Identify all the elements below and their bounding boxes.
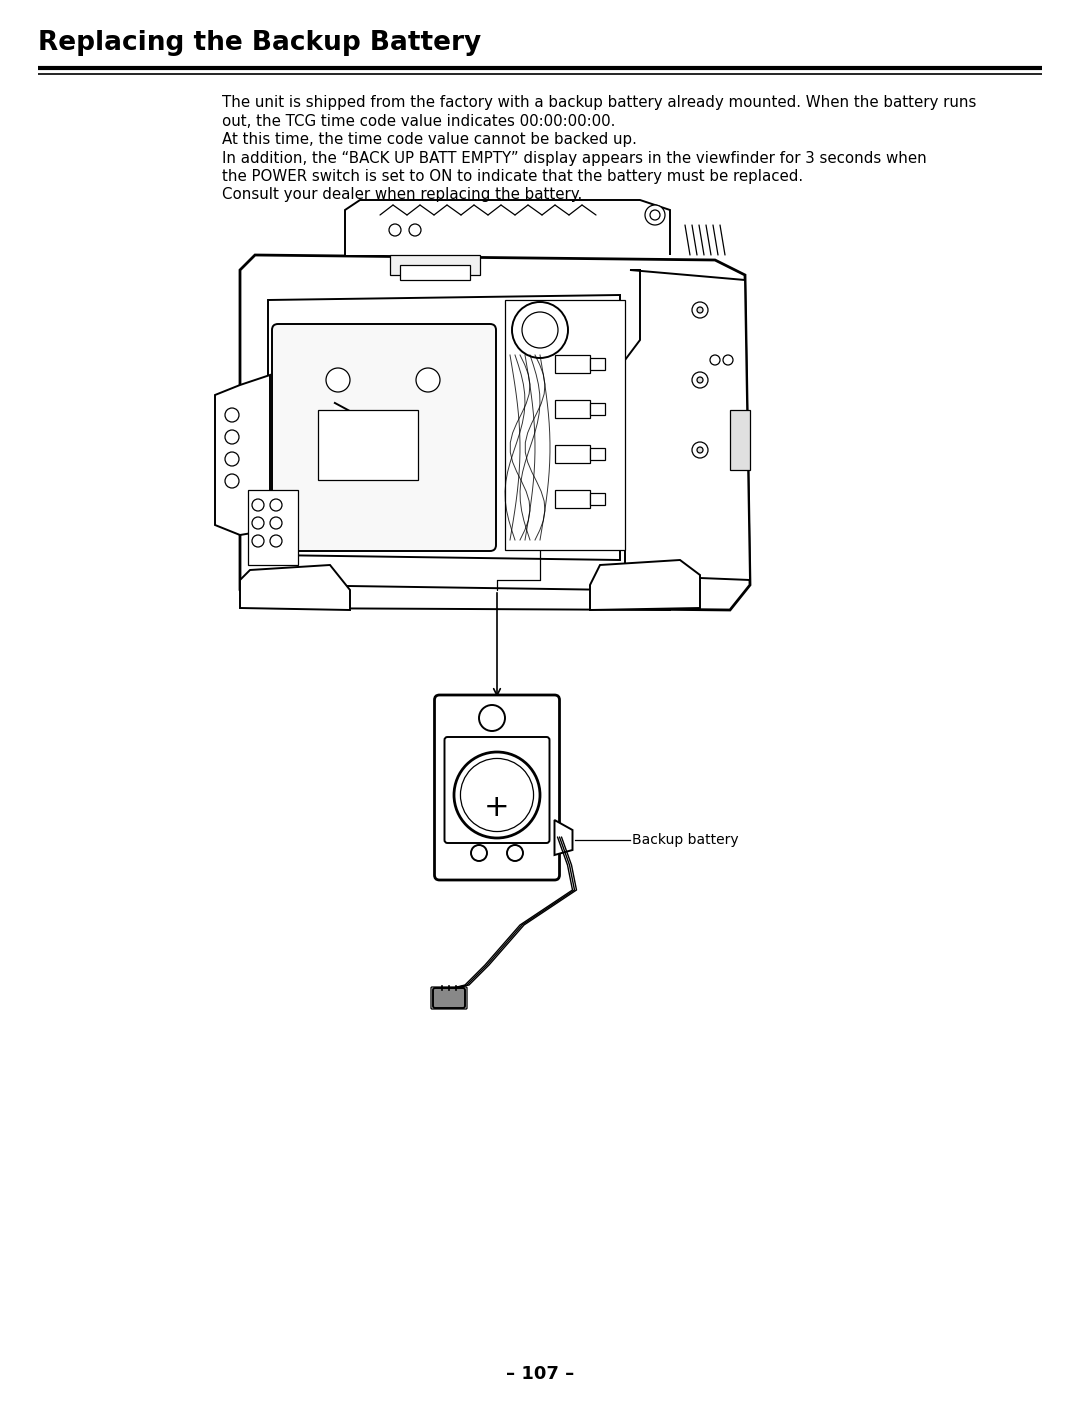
- Bar: [590, 359, 605, 370]
- Circle shape: [471, 845, 487, 862]
- Text: Backup battery: Backup battery: [633, 834, 739, 848]
- Circle shape: [697, 377, 703, 382]
- Circle shape: [723, 354, 733, 366]
- Polygon shape: [240, 255, 750, 609]
- Circle shape: [225, 430, 239, 444]
- Circle shape: [270, 499, 282, 511]
- Circle shape: [697, 447, 703, 453]
- Bar: [248, 490, 298, 565]
- FancyBboxPatch shape: [434, 695, 559, 880]
- Circle shape: [650, 210, 660, 220]
- Circle shape: [252, 499, 264, 511]
- Circle shape: [460, 758, 534, 832]
- Bar: [400, 265, 470, 280]
- Polygon shape: [215, 375, 270, 535]
- Polygon shape: [345, 200, 670, 255]
- Circle shape: [225, 453, 239, 467]
- Bar: [390, 255, 480, 275]
- Text: In addition, the “BACK UP BATT EMPTY” display appears in the viewfinder for 3 se: In addition, the “BACK UP BATT EMPTY” di…: [222, 150, 927, 165]
- Polygon shape: [240, 565, 350, 609]
- Polygon shape: [625, 270, 750, 580]
- Bar: [730, 410, 750, 469]
- Circle shape: [270, 535, 282, 546]
- Text: out, the TCG time code value indicates 00:00:00:00.: out, the TCG time code value indicates 0…: [222, 113, 616, 129]
- Bar: [590, 493, 605, 504]
- Polygon shape: [268, 296, 620, 560]
- Bar: [555, 401, 590, 417]
- Text: Replacing the Backup Battery: Replacing the Backup Battery: [38, 29, 482, 56]
- Bar: [555, 446, 590, 462]
- Circle shape: [692, 441, 708, 458]
- Circle shape: [710, 354, 720, 366]
- Circle shape: [507, 845, 523, 862]
- Polygon shape: [590, 560, 700, 609]
- Polygon shape: [240, 586, 670, 609]
- Bar: [555, 354, 590, 373]
- Circle shape: [416, 368, 440, 392]
- Circle shape: [389, 224, 401, 235]
- Circle shape: [697, 307, 703, 312]
- Polygon shape: [554, 820, 572, 855]
- Circle shape: [480, 705, 505, 731]
- Circle shape: [225, 474, 239, 488]
- Circle shape: [692, 303, 708, 318]
- Text: The unit is shipped from the factory with a backup battery already mounted. When: The unit is shipped from the factory wit…: [222, 95, 976, 111]
- Text: the POWER switch is set to ON to indicate that the battery must be replaced.: the POWER switch is set to ON to indicat…: [222, 170, 804, 184]
- Bar: [590, 403, 605, 415]
- FancyBboxPatch shape: [433, 988, 465, 1007]
- Circle shape: [270, 517, 282, 530]
- Text: At this time, the time code value cannot be backed up.: At this time, the time code value cannot…: [222, 132, 637, 147]
- Circle shape: [252, 517, 264, 530]
- FancyBboxPatch shape: [272, 324, 496, 551]
- Bar: [318, 410, 418, 481]
- Circle shape: [645, 205, 665, 226]
- Circle shape: [225, 408, 239, 422]
- Circle shape: [454, 752, 540, 838]
- Polygon shape: [334, 402, 399, 472]
- Text: – 107 –: – 107 –: [505, 1365, 575, 1383]
- Circle shape: [522, 312, 558, 347]
- Circle shape: [252, 535, 264, 546]
- Bar: [555, 490, 590, 509]
- Circle shape: [326, 368, 350, 392]
- Text: Consult your dealer when replacing the battery.: Consult your dealer when replacing the b…: [222, 188, 582, 203]
- Circle shape: [409, 224, 421, 235]
- Circle shape: [512, 303, 568, 359]
- Bar: [505, 300, 625, 551]
- FancyBboxPatch shape: [445, 737, 550, 843]
- Bar: [590, 448, 605, 460]
- Circle shape: [692, 373, 708, 388]
- Text: +: +: [484, 793, 510, 821]
